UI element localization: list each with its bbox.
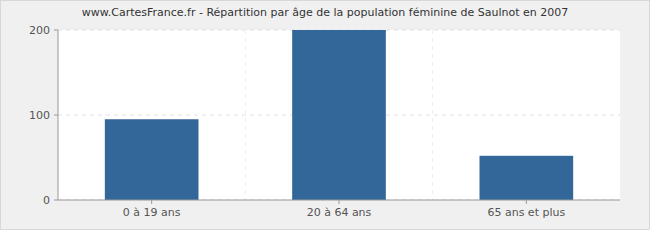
tick-mark (54, 30, 58, 31)
bar (480, 156, 574, 200)
background (1, 1, 650, 230)
grid-line-vertical (432, 30, 433, 200)
plot-area (58, 30, 620, 200)
x-tick-mark (526, 200, 527, 204)
chart-root: 0 100 200 0 à 19 ans 20 à 64 ans 65 ans et pl… (0, 0, 650, 230)
x-tick-mark (151, 200, 152, 204)
y-tick-label: 100 (29, 109, 50, 122)
grid-line (58, 200, 620, 201)
grid-line-vertical (245, 30, 246, 200)
bar (105, 119, 199, 200)
tick-mark (54, 200, 58, 201)
x-tick-mark (339, 200, 340, 204)
tick-mark (54, 115, 58, 116)
x-tick-label: 0 à 19 ans (123, 206, 181, 219)
bars (105, 30, 573, 200)
x-axis (58, 200, 620, 201)
y-tick-label: 0 (43, 194, 50, 207)
chart: 0 100 200 0 à 19 ans 20 à 64 ans 65 ans et pl… (0, 0, 650, 230)
title: www.CartesFrance.fr - Répartition par âg… (82, 6, 568, 19)
y-axis (58, 30, 59, 200)
y-tick-label: 200 (29, 24, 50, 37)
x-tick-label: 65 ans et plus (487, 206, 565, 219)
bar (292, 30, 386, 200)
x-tick-label: 20 à 64 ans (307, 206, 372, 219)
